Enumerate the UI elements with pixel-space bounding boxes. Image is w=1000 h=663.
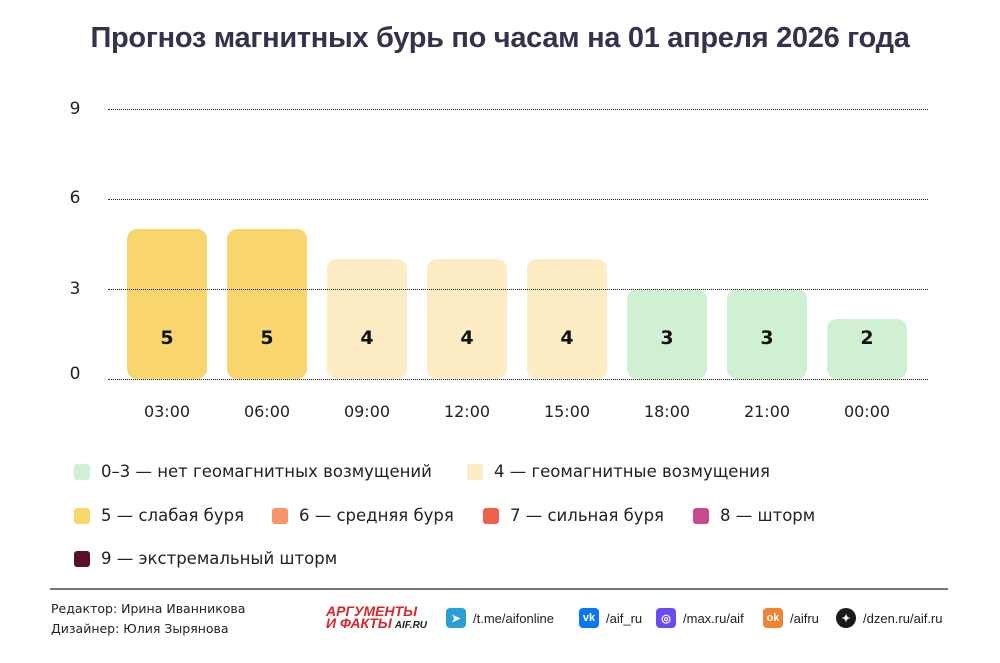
logo-line1: АРГУМЕНТЫ [326, 603, 418, 619]
bar-0600: 5 [227, 229, 307, 379]
vk-icon: vk [579, 608, 599, 628]
legend-swatch [693, 507, 709, 524]
bar-0000: 2 [827, 319, 907, 379]
logo-line2: И ФАКТЫ [326, 615, 392, 631]
gridline [108, 199, 928, 200]
dzen-icon: ✦ [836, 608, 856, 628]
bar-value-label: 4 [460, 327, 474, 349]
bar-0300: 5 [127, 229, 207, 379]
bar-value-label: 4 [560, 327, 574, 349]
legend-item: 8 — шторм [693, 506, 815, 525]
bar-value-label: 5 [160, 327, 174, 349]
bar-1200: 4 [427, 259, 507, 379]
legend-item: 5 — слабая буря [74, 506, 244, 525]
legend-label: 9 — экстремальный шторм [101, 549, 338, 568]
bar-2100: 3 [727, 289, 807, 379]
x-tick: 09:00 [343, 402, 391, 421]
gridline [108, 109, 928, 110]
x-tick: 03:00 [143, 402, 191, 421]
x-tick: 06:00 [243, 402, 291, 421]
legend-label: 5 — слабая буря [101, 506, 245, 525]
chart-title: Прогноз магнитных бурь по часам на 01 ап… [90, 22, 910, 54]
bar-chart: 9 6 3 0 5 03:00 5 06:00 4 09:00 4 12:00 4 15:00 3 1… [69, 99, 928, 421]
legend-item: 0–3 — нет геомагнитных возмущений [74, 462, 432, 481]
legend-label: 7 — сильная буря [510, 506, 664, 525]
x-tick: 18:00 [643, 402, 691, 421]
gridline [108, 379, 928, 380]
legend-swatch [74, 463, 90, 480]
footer-divider [50, 588, 948, 590]
gridline [108, 289, 928, 290]
legend-item: 4 — геомагнитные возмущения [467, 462, 770, 481]
social-label: /max.ru/aif [683, 610, 744, 626]
max-icon: ◎ [656, 608, 676, 628]
telegram-icon: ➤ [446, 608, 466, 628]
legend-swatch [272, 507, 288, 524]
social-label: /aifru [790, 610, 819, 626]
bar-value-label: 2 [860, 327, 874, 349]
legend-label: 4 — геомагнитные возмущения [494, 462, 770, 481]
bar-1800: 3 [627, 289, 707, 379]
bar-value-label: 3 [760, 327, 774, 349]
bar-value-label: 4 [360, 327, 374, 349]
social-link-odnoklassniki[interactable]: ok/aifru [763, 608, 819, 628]
editor-credit: Редактор: Ирина Иванникова [51, 601, 246, 616]
social-link-vk[interactable]: vk/aif_ru [579, 608, 642, 628]
bar-0900: 4 [327, 259, 407, 379]
social-link-telegram[interactable]: ➤ /t.me/aifonline [446, 608, 554, 628]
bar-1500: 4 [527, 259, 607, 379]
y-tick: 0 [69, 364, 81, 384]
legend-label: 6 — средняя буря [299, 506, 454, 525]
y-tick: 3 [69, 279, 81, 299]
legend-label: 8 — шторм [720, 506, 816, 525]
odnoklassniki-icon: ok [763, 608, 783, 628]
social-link-dzen[interactable]: ✦ /dzen.ru/aif.ru [836, 608, 943, 628]
legend-item: 7 — сильная буря [483, 506, 664, 525]
bar-value-label: 5 [260, 327, 274, 349]
bar-value-label: 3 [660, 327, 674, 349]
legend-swatch [74, 550, 90, 567]
designer-credit: Дизайнер: Юлия Зырянова [51, 621, 229, 636]
social-link-max[interactable]: ◎ /max.ru/aif [656, 608, 744, 628]
social-label: /dzen.ru/aif.ru [863, 610, 943, 626]
y-tick: 6 [69, 188, 81, 208]
social-label: /aif_ru [606, 610, 643, 626]
legend-item: 6 — средняя буря [272, 506, 454, 525]
x-tick: 12:00 [443, 402, 491, 421]
legend-swatch [74, 507, 90, 524]
y-tick: 9 [69, 99, 81, 119]
x-tick: 21:00 [743, 402, 791, 421]
x-tick: 00:00 [843, 402, 891, 421]
legend-swatch [483, 507, 499, 524]
legend-label: 0–3 — нет геомагнитных возмущений [101, 462, 432, 481]
x-tick: 15:00 [543, 402, 591, 421]
credits: Редактор: Ирина Иванникова Дизайнер: Юли… [51, 599, 245, 639]
social-label: /t.me/aifonline [473, 610, 554, 626]
logo-site: AIF.RU [394, 620, 428, 631]
legend-item: 9 — экстремальный шторм [74, 549, 337, 568]
aif-logo[interactable]: АРГУМЕНТЫ И ФАКТЫ AIF.RU [326, 603, 428, 632]
legend-swatch [467, 463, 483, 480]
